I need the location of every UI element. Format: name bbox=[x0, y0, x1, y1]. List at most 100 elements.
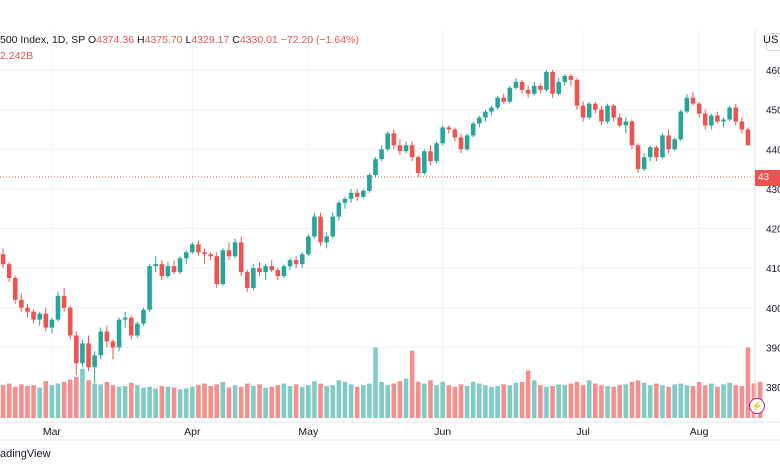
candle-body bbox=[580, 105, 586, 118]
candles bbox=[0, 70, 751, 384]
candle-body bbox=[299, 254, 305, 265]
volume-bars bbox=[0, 347, 763, 418]
volume-bar bbox=[593, 383, 598, 418]
volume-bar bbox=[281, 383, 287, 418]
volume-bar bbox=[544, 386, 549, 418]
currency-button[interactable] bbox=[766, 33, 780, 51]
candle-body bbox=[238, 242, 244, 273]
candle-body bbox=[208, 254, 213, 257]
volume-bar bbox=[727, 382, 732, 418]
candle-body bbox=[12, 278, 18, 300]
candle-body bbox=[183, 252, 189, 259]
volume-bar bbox=[226, 387, 232, 418]
volume-bar bbox=[67, 379, 73, 418]
candle-body bbox=[623, 121, 629, 126]
date-tick-label: Jun bbox=[434, 426, 451, 438]
volume-bar bbox=[159, 386, 165, 418]
volume-bar bbox=[409, 350, 415, 418]
candle-body bbox=[67, 307, 73, 336]
candle-body bbox=[397, 145, 403, 152]
volume-bar bbox=[208, 386, 213, 418]
volume-bar bbox=[489, 386, 494, 418]
volume-bar bbox=[318, 383, 323, 418]
candle-body bbox=[672, 139, 677, 150]
volume-bar bbox=[452, 386, 458, 418]
candle-body bbox=[55, 295, 61, 320]
close-key: C bbox=[232, 34, 240, 46]
volume-bar bbox=[360, 385, 366, 418]
volume-bar bbox=[623, 384, 629, 418]
candle-body bbox=[629, 121, 635, 146]
volume-bar bbox=[98, 384, 104, 418]
candle-body bbox=[128, 317, 134, 336]
candle-body bbox=[98, 331, 104, 356]
last-price-label: 43 bbox=[755, 170, 780, 186]
candle-body bbox=[373, 159, 378, 176]
candle-body bbox=[165, 266, 171, 277]
volume-bar bbox=[403, 378, 409, 418]
price-tick-label: 390 bbox=[766, 343, 780, 354]
candle-body bbox=[348, 192, 354, 199]
candle-body bbox=[214, 256, 220, 284]
candle-body bbox=[458, 137, 464, 150]
candle-body bbox=[531, 85, 537, 94]
candle-body bbox=[80, 343, 85, 364]
volume-bar bbox=[80, 368, 85, 418]
volume-bar bbox=[501, 384, 507, 418]
volume-bar bbox=[171, 387, 177, 418]
volume-bar bbox=[306, 385, 311, 418]
candle-body bbox=[654, 147, 659, 158]
volume-bar bbox=[678, 383, 684, 418]
volume-bar bbox=[86, 380, 91, 418]
candle-body bbox=[306, 236, 311, 255]
volume-bar bbox=[122, 386, 128, 418]
volume-bar bbox=[660, 385, 665, 418]
candle-body bbox=[49, 319, 55, 328]
grid bbox=[0, 30, 755, 420]
high-key: H bbox=[137, 34, 145, 46]
price-tick-label: 440 bbox=[766, 145, 780, 156]
volume-bar bbox=[92, 383, 97, 418]
close-value: 4330.01 bbox=[239, 34, 278, 46]
date-tick-label: May bbox=[298, 426, 319, 438]
lightning-icon[interactable]: ⚡ bbox=[749, 398, 765, 414]
volume-bar bbox=[470, 381, 476, 418]
candle-body bbox=[617, 117, 623, 126]
volume-bar bbox=[385, 385, 391, 418]
volume-bar bbox=[6, 383, 12, 418]
candle-body bbox=[318, 216, 323, 243]
volume-bar bbox=[49, 385, 55, 418]
volume-bar bbox=[74, 377, 79, 418]
candle-body bbox=[666, 135, 671, 150]
volume-bar bbox=[373, 347, 378, 418]
volume-bar bbox=[635, 380, 641, 418]
candle-body bbox=[647, 147, 653, 158]
volume-bar bbox=[299, 386, 305, 418]
volume-bar bbox=[0, 385, 6, 418]
candle-body bbox=[495, 97, 500, 108]
volume-bar bbox=[397, 381, 403, 418]
candle-body bbox=[422, 151, 427, 174]
candle-body bbox=[513, 81, 519, 88]
price-tick-label: 410 bbox=[766, 264, 780, 275]
candle-body bbox=[360, 190, 366, 197]
price-tick-label: 450 bbox=[766, 106, 780, 117]
candle-body bbox=[586, 103, 592, 118]
candle-body bbox=[709, 115, 714, 126]
volume-bar bbox=[605, 386, 610, 418]
candle-body bbox=[391, 133, 397, 146]
high-value: 4375.70 bbox=[144, 34, 183, 46]
volume-bar bbox=[641, 382, 647, 418]
price-tick-label: 420 bbox=[766, 225, 780, 236]
volume-legend: 2.242B bbox=[0, 50, 34, 62]
price-tick-label: 460 bbox=[766, 66, 780, 77]
volume-bar bbox=[19, 384, 24, 418]
candle-body bbox=[354, 192, 360, 197]
volume-bar bbox=[55, 383, 61, 418]
candle-body bbox=[275, 270, 281, 277]
candle-body bbox=[733, 107, 739, 122]
volume-bar bbox=[263, 387, 268, 418]
volume-bar bbox=[153, 388, 158, 418]
candle-body bbox=[452, 129, 458, 138]
